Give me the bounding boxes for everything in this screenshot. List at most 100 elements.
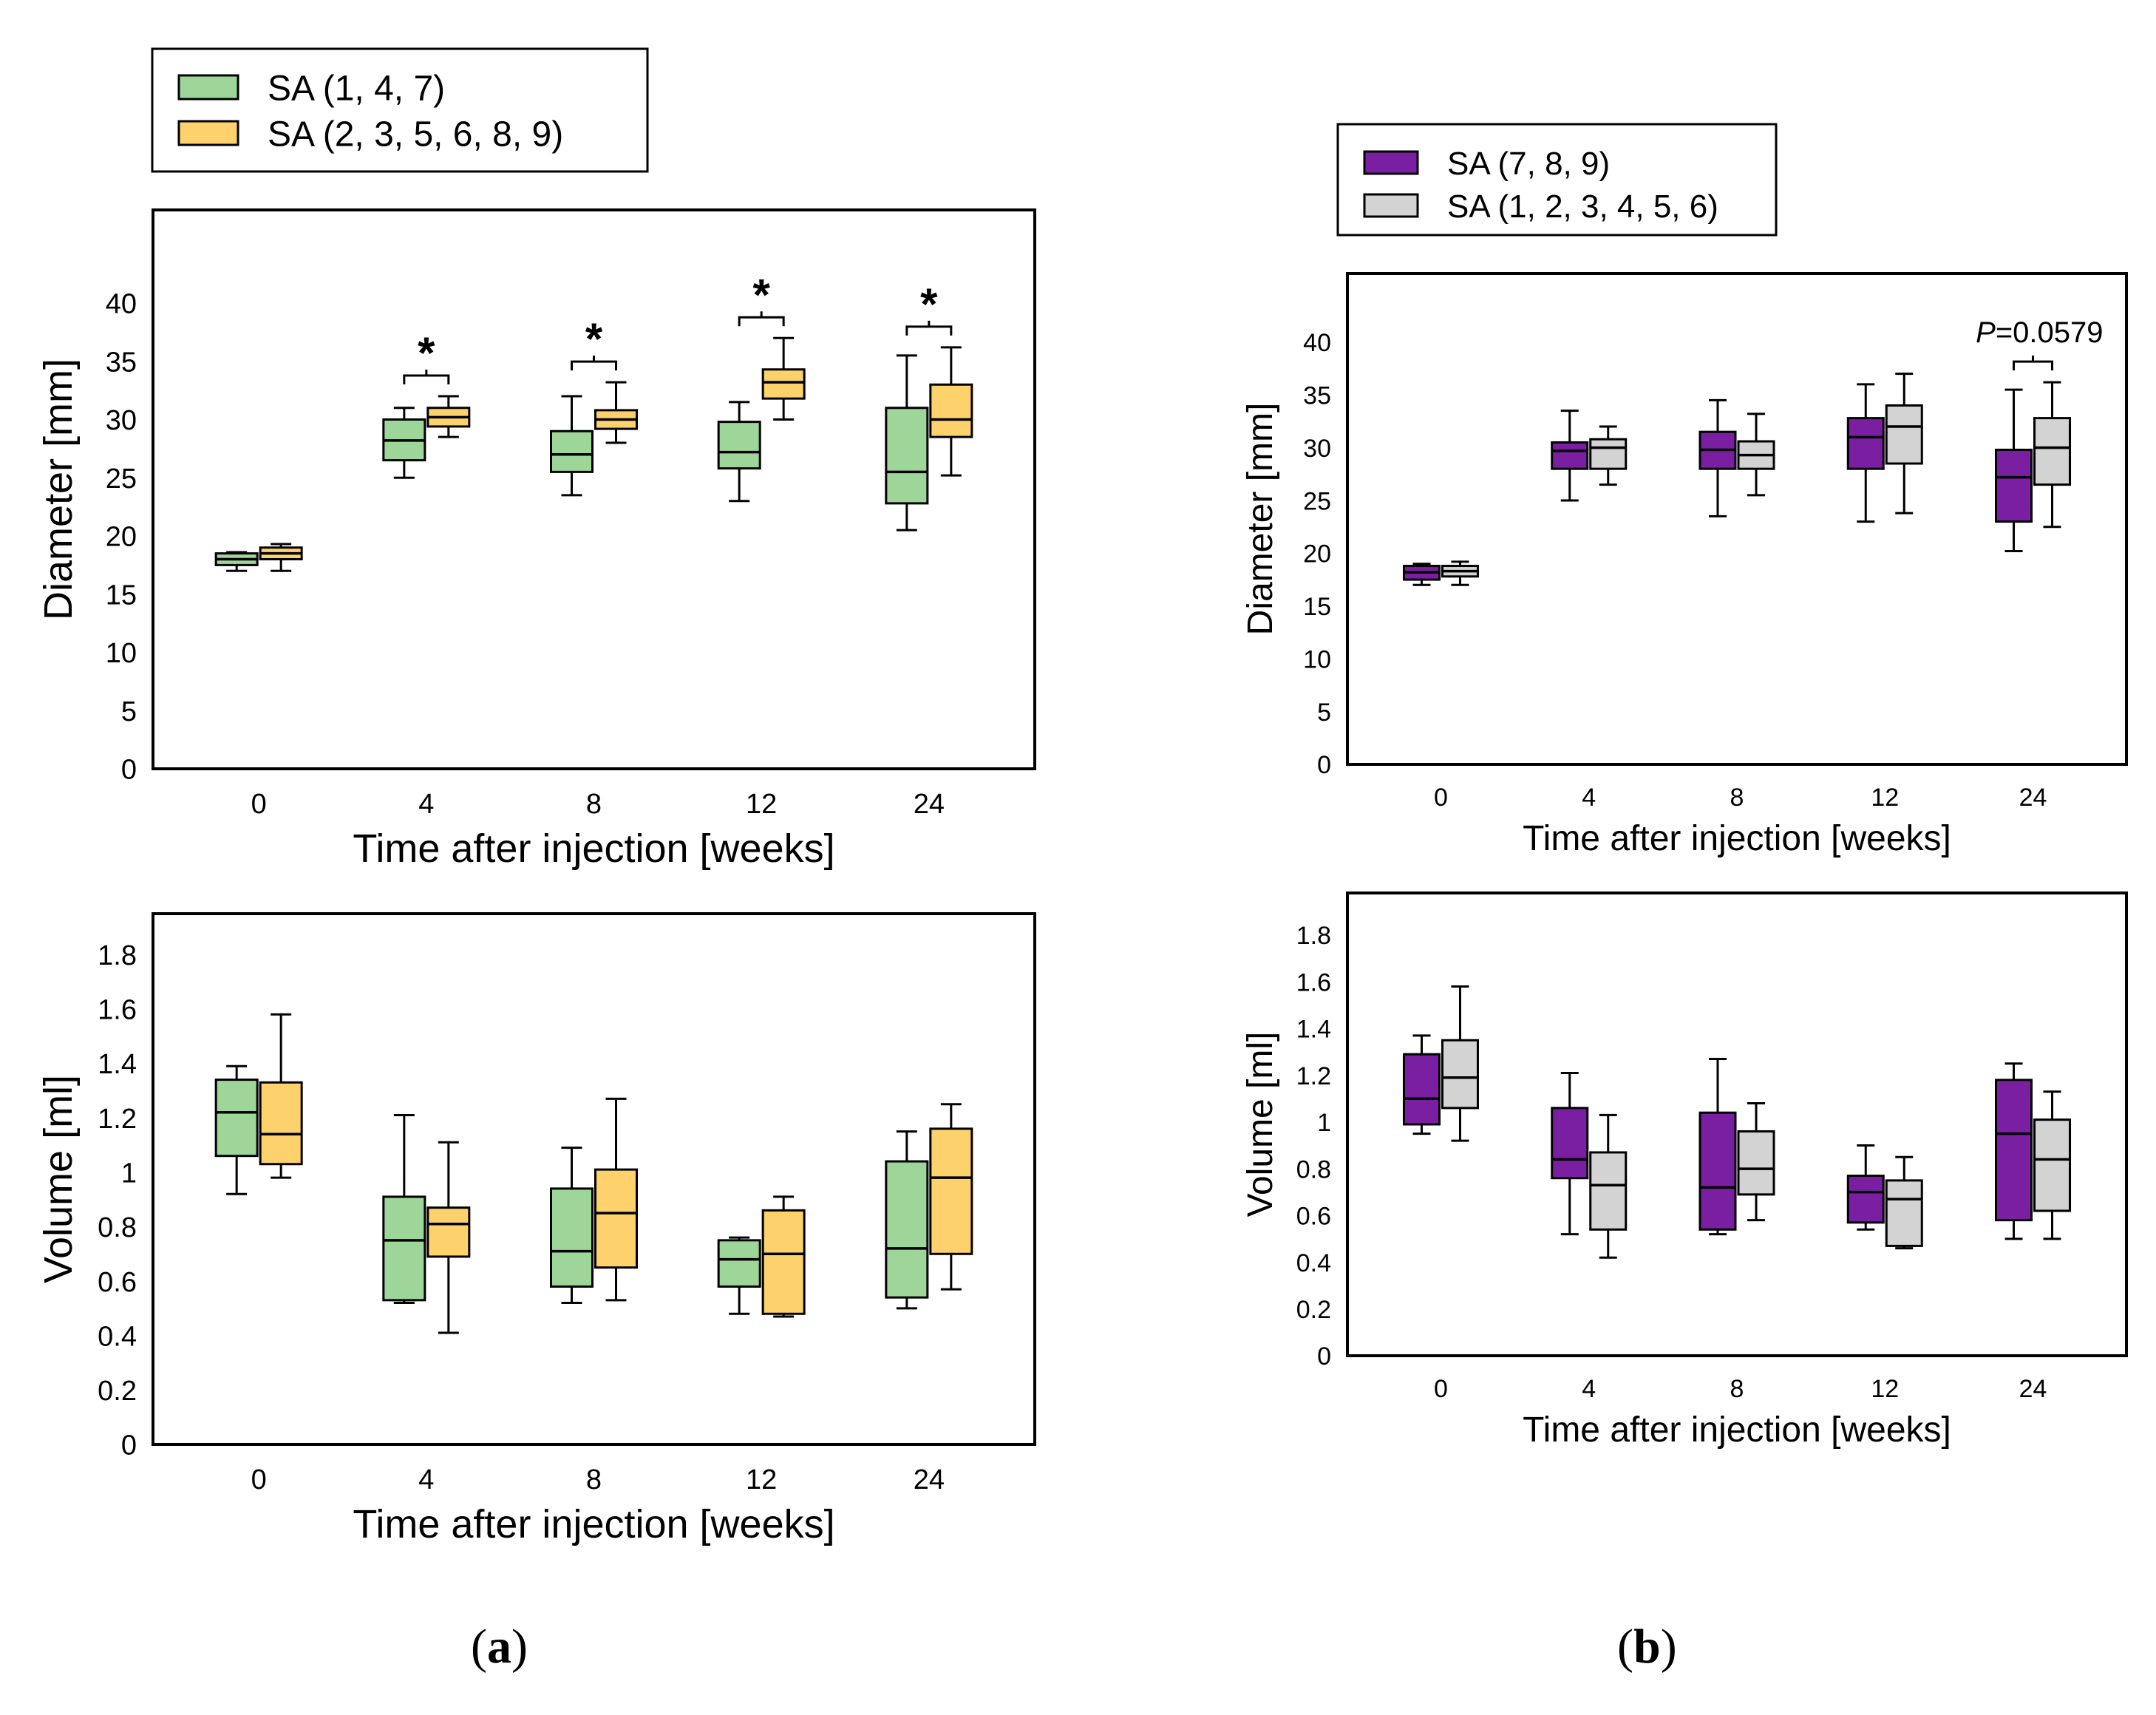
y-axis-title: Diameter [mm] (1241, 403, 1280, 636)
x-tick-label: 4 (1582, 784, 1596, 812)
panel-label-b: (b) (1617, 1620, 1677, 1674)
box-iqr (885, 407, 929, 505)
y-tick-label: 35 (1303, 381, 1331, 410)
box-iqr (1441, 1039, 1479, 1110)
box-12-series1 (717, 1236, 761, 1315)
y-tick-label: 0 (121, 755, 137, 786)
p-value-symbol: P (1976, 316, 1996, 349)
chart-a-diameter: 0 5 10 15 20 25 30 35 40 0 4 8 12 24 Time after inject… (36, 208, 1036, 871)
significance-24: P=0.0579 (1976, 316, 2104, 371)
box-iqr (550, 429, 594, 473)
box-0-series1 (1402, 563, 1441, 586)
y-tick-label: 0.2 (98, 1376, 137, 1407)
x-tick-label: 4 (1582, 1375, 1596, 1403)
box-iqr (717, 1239, 761, 1288)
y-tick-label: 40 (1303, 329, 1331, 357)
box-iqr (1885, 1179, 1923, 1247)
significance-star: * (752, 270, 770, 319)
x-tick-label: 24 (914, 1464, 945, 1495)
x-tick-label: 4 (418, 789, 434, 820)
box-24-series2 (929, 1103, 973, 1291)
legend-label: SA (7, 8, 9) (1447, 146, 1610, 182)
panel-a: SA (1, 4, 7)SA (2, 3, 5, 6, 8, 9)0510152… (36, 47, 1036, 1546)
y-tick-label: 40 (106, 289, 137, 320)
box-12-series1 (1846, 383, 1885, 523)
box-iqr (426, 1206, 471, 1258)
box-12-series2 (1885, 373, 1923, 514)
box-0-series1 (214, 1064, 259, 1195)
box-iqr (1589, 1151, 1628, 1231)
box-12-series1 (717, 401, 761, 503)
box-iqr (2033, 417, 2072, 486)
y-tick-label: 15 (1303, 593, 1331, 621)
legend: SA (7, 8, 9) SA (1, 2, 3, 4, 5, 6) (1336, 123, 1778, 237)
x-tick-label: 24 (914, 789, 945, 820)
significance-star: * (585, 314, 603, 364)
y-tick-label: 1.2 (1296, 1062, 1331, 1090)
x-tick-label: 8 (1730, 1375, 1744, 1403)
box-iqr (550, 1187, 594, 1288)
box-8-series2 (1737, 412, 1775, 497)
y-tick-label: 0.6 (1296, 1203, 1331, 1231)
y-axis-title: Volume [ml] (1241, 1032, 1280, 1218)
y-tick-label: 0 (121, 1430, 137, 1461)
significance-star: * (920, 279, 938, 329)
legend: SA (1, 4, 7) SA (2, 3, 5, 6, 8, 9) (151, 47, 649, 173)
y-tick-label: 0 (1317, 1342, 1331, 1371)
y-axis-title: Diameter [mm] (36, 359, 81, 620)
box-8-series1 (1698, 1057, 1737, 1236)
box-4-series1 (1551, 1071, 1589, 1236)
y-tick-label: 1.8 (98, 940, 137, 971)
box-0-series1 (1402, 1034, 1441, 1135)
x-tick-label: 12 (746, 789, 777, 820)
box-24-series2 (2033, 381, 2072, 529)
box-iqr (1995, 448, 2033, 523)
box-iqr (1698, 1111, 1737, 1231)
y-tick-label: 1 (121, 1158, 137, 1189)
y-tick-label: 10 (1303, 645, 1331, 673)
y-tick-label: 1.2 (98, 1104, 137, 1135)
box-iqr (2033, 1118, 2072, 1212)
significance-bracket (2013, 360, 2054, 371)
p-value-label: P=0.0579 (1976, 316, 2103, 349)
box-iqr (1846, 417, 1885, 470)
box-iqr (1995, 1079, 2033, 1222)
x-tick-label: 8 (586, 1464, 602, 1495)
box-iqr (929, 1127, 973, 1255)
x-axis-title: Time after injection [weeks] (1523, 819, 1951, 858)
y-tick-label: 20 (106, 522, 137, 553)
x-tick-label: 0 (251, 1464, 267, 1495)
box-iqr (1885, 404, 1923, 465)
box-24-series1 (1995, 1062, 2033, 1240)
significance-4: * (403, 328, 450, 384)
box-0-series2 (259, 1013, 303, 1179)
y-tick-label: 0 (1317, 751, 1331, 779)
box-12-series1 (1846, 1144, 1885, 1231)
x-tick-label: 12 (1871, 784, 1899, 812)
box-12-series2 (761, 336, 806, 421)
y-tick-label: 0.4 (98, 1321, 137, 1352)
y-tick-label: 30 (106, 405, 137, 436)
y-tick-label: 20 (1303, 540, 1331, 568)
box-4-series1 (1551, 410, 1589, 502)
box-0-series2 (1441, 560, 1479, 586)
box-iqr (1589, 438, 1628, 470)
legend-frame (151, 47, 649, 173)
legend-swatch (1363, 193, 1419, 218)
box-iqr (1551, 1107, 1589, 1180)
box-24-series2 (2033, 1090, 2072, 1240)
box-8-series1 (1698, 398, 1737, 517)
box-8-series2 (594, 1097, 638, 1302)
plot-frame (152, 208, 1036, 770)
y-tick-label: 1.4 (1296, 1016, 1331, 1044)
y-tick-label: 0.8 (98, 1212, 137, 1243)
y-axis-title: Volume [ml] (36, 1075, 81, 1283)
x-tick-label: 4 (418, 1464, 434, 1495)
panel-a-letter: a (486, 1620, 511, 1674)
box-4-series1 (382, 407, 426, 479)
box-iqr (382, 1195, 426, 1302)
box-iqr (594, 1168, 638, 1269)
y-tick-label: 10 (106, 638, 137, 669)
box-4-series2 (1589, 1113, 1628, 1259)
box-24-series1 (1995, 388, 2033, 553)
